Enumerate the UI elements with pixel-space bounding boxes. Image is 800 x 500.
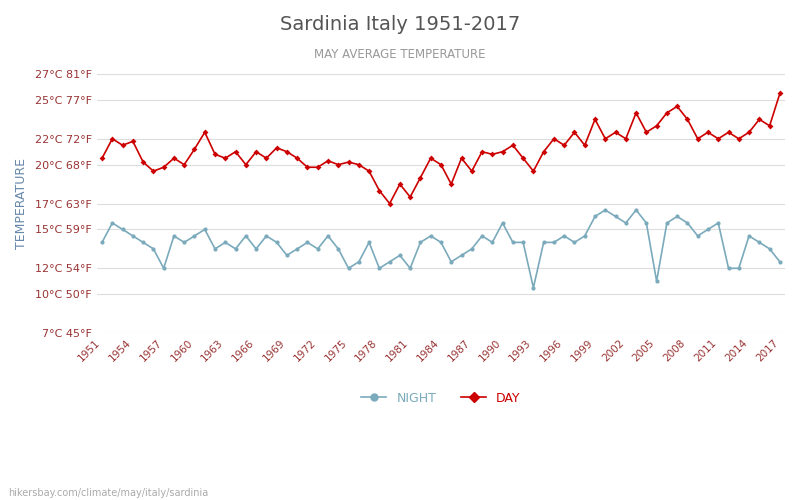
Text: hikersbay.com/climate/may/italy/sardinia: hikersbay.com/climate/may/italy/sardinia — [8, 488, 208, 498]
Text: Sardinia Italy 1951-2017: Sardinia Italy 1951-2017 — [280, 15, 520, 34]
Y-axis label: TEMPERATURE: TEMPERATURE — [15, 158, 28, 249]
Legend: NIGHT, DAY: NIGHT, DAY — [356, 386, 526, 409]
Text: MAY AVERAGE TEMPERATURE: MAY AVERAGE TEMPERATURE — [314, 48, 486, 60]
